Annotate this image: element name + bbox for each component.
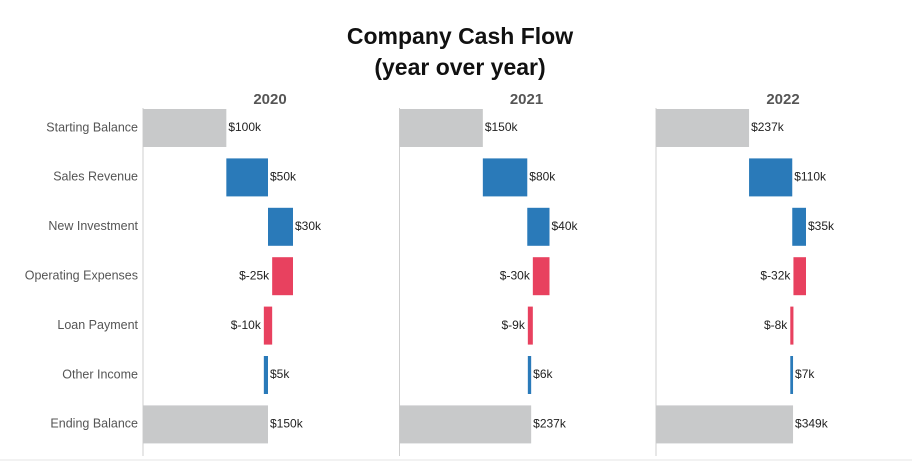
- bar: [790, 356, 794, 394]
- bar: [527, 356, 532, 394]
- chart-subtitle: (year over year): [374, 54, 545, 80]
- value-label: $6k: [533, 367, 553, 381]
- category-label: Operating Expenses: [25, 268, 138, 282]
- value-label: $-30k: [500, 268, 531, 282]
- bar: [532, 257, 550, 296]
- bar: [143, 109, 227, 147]
- value-label: $80k: [529, 170, 556, 184]
- value-label: $110k: [794, 170, 827, 184]
- bar: [527, 306, 533, 345]
- value-label: $50k: [270, 170, 297, 184]
- bar: [263, 306, 273, 345]
- value-label: $40k: [552, 219, 579, 233]
- category-label: Ending Balance: [50, 417, 138, 431]
- bar: [790, 306, 794, 345]
- value-label: $35k: [808, 219, 835, 233]
- value-label: $5k: [270, 367, 290, 381]
- bar: [656, 405, 794, 444]
- bar: [792, 207, 806, 246]
- value-label: $-8k: [764, 318, 788, 332]
- value-label: $-25k: [239, 268, 270, 282]
- value-label: $30k: [295, 219, 322, 233]
- panel-title: 2021: [510, 91, 543, 108]
- bar: [399, 405, 532, 444]
- value-label: $349k: [795, 417, 829, 431]
- panel-title: 2020: [253, 91, 286, 108]
- value-label: $100k: [228, 120, 262, 134]
- category-label: Sales Revenue: [53, 170, 138, 184]
- value-label: $7k: [795, 367, 815, 381]
- category-label: New Investment: [48, 219, 138, 233]
- bar: [793, 257, 806, 296]
- bar: [749, 158, 793, 197]
- value-label: $-32k: [760, 268, 791, 282]
- value-label: $150k: [270, 417, 304, 431]
- panel-title: 2022: [766, 91, 799, 108]
- bar: [399, 109, 483, 147]
- bar: [272, 257, 293, 296]
- value-label: $237k: [751, 120, 785, 134]
- bar: [482, 158, 528, 197]
- value-label: $-10k: [231, 318, 262, 332]
- bar: [263, 356, 268, 394]
- value-label: $150k: [485, 120, 519, 134]
- value-label: $237k: [533, 417, 567, 431]
- bar: [656, 109, 750, 147]
- bar: [527, 207, 550, 246]
- chart-title: Company Cash Flow: [347, 23, 573, 49]
- bar: [226, 158, 268, 197]
- bar: [268, 207, 293, 246]
- bar: [143, 405, 268, 444]
- category-label: Other Income: [62, 367, 138, 381]
- category-label: Loan Payment: [57, 318, 138, 332]
- value-label: $-9k: [501, 318, 525, 332]
- category-label: Starting Balance: [46, 120, 138, 134]
